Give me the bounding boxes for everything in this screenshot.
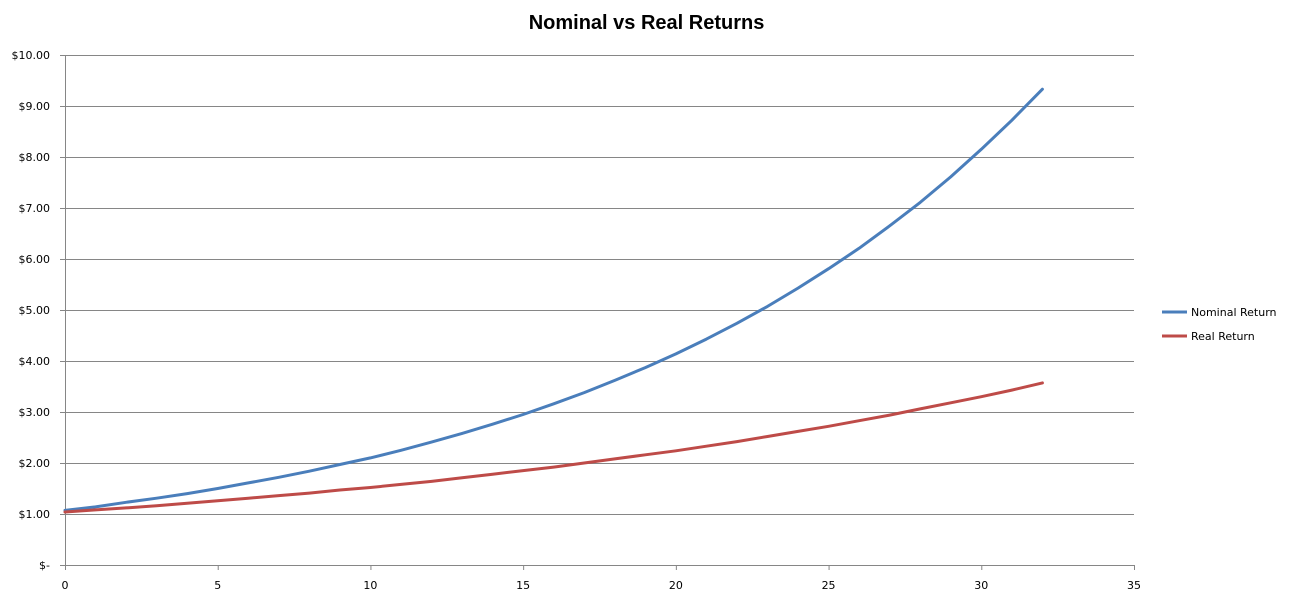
legend: Nominal Return Real Return (1162, 306, 1277, 343)
y-tick-label: $- (39, 559, 50, 572)
x-tick-label: 5 (214, 579, 221, 592)
x-tick-label: 25 (822, 579, 836, 592)
y-tick-label: $1.00 (19, 508, 51, 521)
series-line-real-return (63, 381, 1044, 514)
x-tick-label: 35 (1127, 579, 1141, 592)
y-tick-label: $2.00 (19, 457, 51, 470)
y-tick-label: $4.00 (19, 355, 51, 368)
y-tick-label: $8.00 (19, 151, 51, 164)
y-tick-label: $5.00 (19, 304, 51, 317)
y-tick-label: $3.00 (19, 406, 51, 419)
x-tick-label: 0 (62, 579, 69, 592)
y-tick-label: $6.00 (19, 253, 51, 266)
x-tick-label: 10 (363, 579, 377, 592)
chart-title: Nominal vs Real Returns (528, 12, 765, 34)
series-lines (63, 87, 1044, 514)
legend-label: Nominal Return (1191, 306, 1277, 319)
x-tick-label: 20 (669, 579, 683, 592)
legend-label: Real Return (1191, 330, 1255, 343)
x-tick-label: 15 (516, 579, 530, 592)
axes: $- $1.00 $2.00 $3.00 $4.00 $5.00 $6.00 $7.00 $8.… (12, 49, 1142, 592)
y-tick-label: $10.00 (12, 49, 51, 62)
series-line-nominal-return (63, 87, 1044, 512)
grid-lines (65, 55, 1134, 515)
y-tick-label: $9.00 (19, 100, 51, 113)
y-tick-label: $7.00 (19, 202, 51, 215)
x-tick-label: 30 (974, 579, 988, 592)
